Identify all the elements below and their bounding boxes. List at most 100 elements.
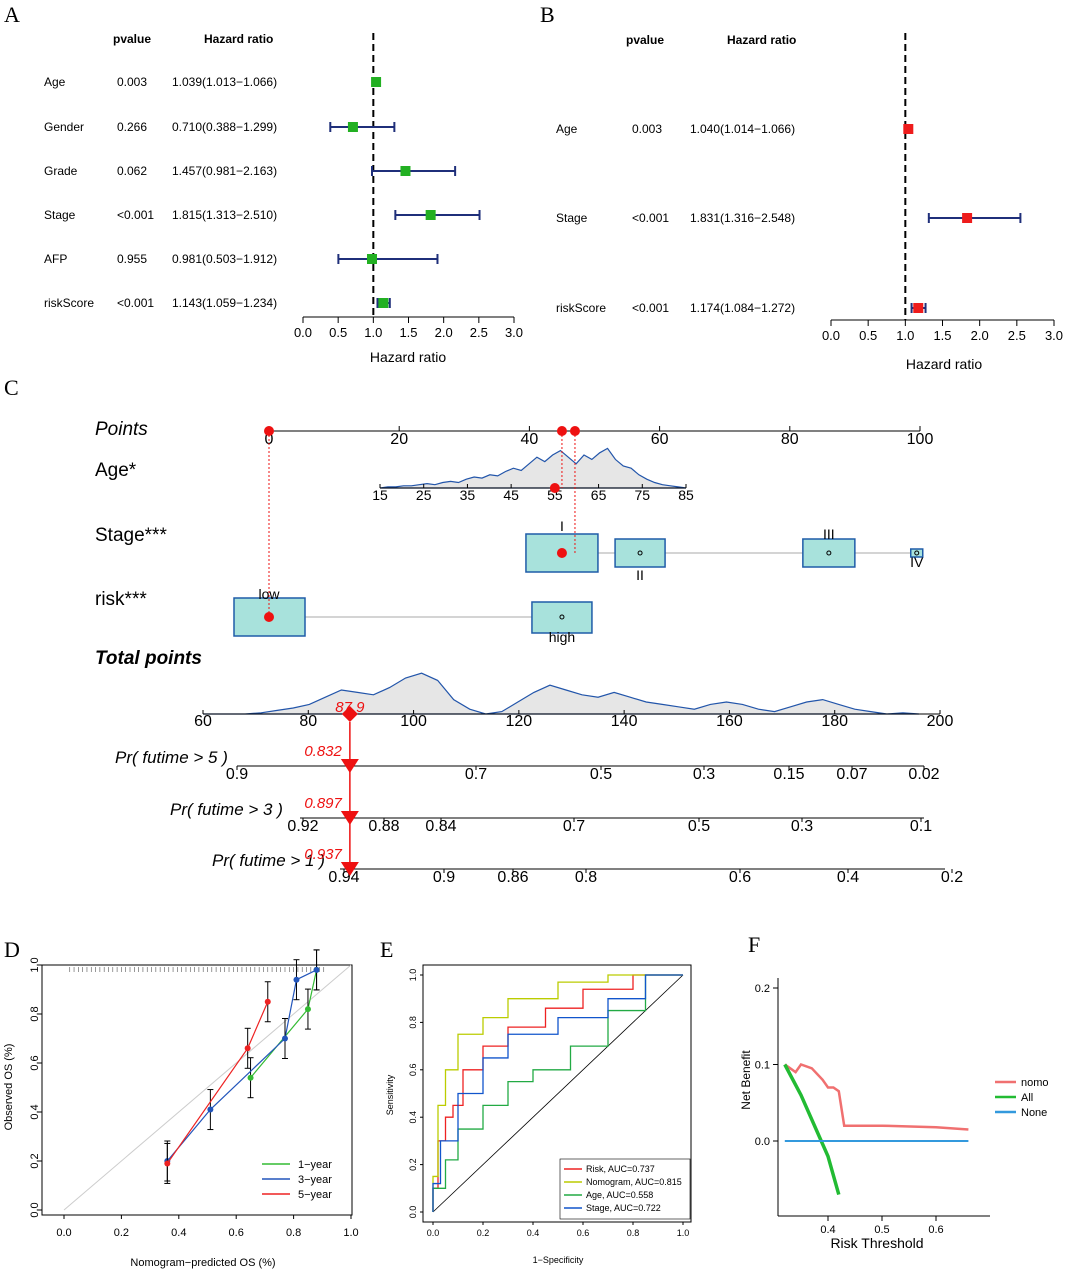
points-tick-label: 80 <box>781 431 799 448</box>
panel-e-letter: E <box>380 937 393 962</box>
calibration-point <box>313 966 320 973</box>
hr-point <box>347 122 358 132</box>
total-marker <box>341 706 358 722</box>
x-tick-label: 0.5 <box>329 325 347 340</box>
row-pvalue: <0.001 <box>632 301 669 315</box>
row-name: Gender <box>44 120 84 134</box>
row-name: riskScore <box>44 296 94 310</box>
total-tick-label: 120 <box>506 713 533 730</box>
panel-d-xlabel: Nomogram−predicted OS (%) <box>130 1257 275 1269</box>
y-tick-label: 0.8 <box>408 1016 418 1029</box>
y-tick-label: 0.0 <box>755 1136 770 1148</box>
row-hr-text: 1.040(1.014−1.066) <box>690 122 795 136</box>
survival-tick-label: 0.3 <box>693 766 715 783</box>
risk-level-label: high <box>549 629 575 645</box>
x-tick-label: 2.5 <box>470 325 488 340</box>
hr-point <box>425 210 436 220</box>
risk-box-high <box>531 601 593 634</box>
roc-curve <box>432 974 683 1212</box>
points-label: Points <box>95 419 148 440</box>
panel-c-nomogram: C Points Age* Stage*** risk*** Total poi… <box>4 375 963 886</box>
survival-marker <box>340 759 359 773</box>
total-density <box>203 672 919 715</box>
panel-f-ylabel: Net Benefit <box>739 1050 753 1110</box>
total-tick-label: 200 <box>927 713 954 730</box>
survival-tick-label: 0.86 <box>497 869 528 886</box>
x-tick-label: 1.0 <box>364 325 382 340</box>
row-pvalue: 0.003 <box>117 75 147 89</box>
legend-label: 3−year <box>298 1174 332 1186</box>
legend-label: None <box>1021 1107 1047 1119</box>
x-tick-label: 0.5 <box>859 328 877 343</box>
calibration-point <box>293 976 300 983</box>
hr-point <box>366 254 377 264</box>
y-tick-label: 0.0 <box>408 1206 418 1219</box>
x-tick-label: 0.5 <box>874 1224 889 1236</box>
survival-tick-label: 0.1 <box>910 818 932 835</box>
hr-point <box>378 298 389 308</box>
hr-point <box>400 166 411 176</box>
x-tick-label: 0.4 <box>527 1228 540 1238</box>
stage-center-dot <box>914 550 920 556</box>
survival-tick-label: 0.5 <box>590 766 612 783</box>
panel-b-axis-label: Hazard ratio <box>906 356 982 372</box>
survival-tick-label: 0.02 <box>908 766 939 783</box>
row-pvalue: <0.001 <box>117 296 154 310</box>
x-tick-label: 0.2 <box>477 1228 490 1238</box>
age-tick-label: 85 <box>678 487 694 503</box>
survival-row-label: Pr( futime > 1 ) <box>212 851 325 870</box>
row-hr-text: 1.039(1.013−1.066) <box>172 75 277 89</box>
survival-tick-label: 0.92 <box>287 818 318 835</box>
decision-curve <box>784 1063 969 1131</box>
y-tick-label: 0.8 <box>29 1006 41 1021</box>
y-tick-label: 0.4 <box>29 1104 41 1119</box>
y-tick-label: 0.6 <box>408 1064 418 1077</box>
survival-tick-label: 0.7 <box>563 818 585 835</box>
x-tick-label: 2.0 <box>971 328 989 343</box>
stage-selected-marker <box>556 548 567 558</box>
row-pvalue: <0.001 <box>632 211 669 225</box>
calibration-point <box>304 1006 311 1013</box>
survival-tick-label: 0.94 <box>328 869 359 886</box>
y-tick-label: 1.0 <box>29 957 41 972</box>
x-tick-label: 0.0 <box>294 325 312 340</box>
y-tick-label: 0.2 <box>408 1158 418 1171</box>
age-selected-marker <box>549 483 560 493</box>
panel-d-calibration: D Nomogram−predicted OS (%) Observed OS … <box>3 937 359 1269</box>
total-value-label: 87.9 <box>335 699 365 716</box>
survival-tick-label: 0.2 <box>941 869 963 886</box>
y-tick-label: 0.2 <box>755 983 770 995</box>
survival-marker <box>340 862 359 876</box>
row-hr-text: 1.815(1.313−2.510) <box>172 208 277 222</box>
risk-level-label: low <box>258 586 280 602</box>
panel-f-xlabel: Risk Threshold <box>830 1235 923 1251</box>
row-pvalue: 0.003 <box>632 122 662 136</box>
hr-point <box>913 303 924 313</box>
survival-value-label: 0.832 <box>304 743 342 760</box>
age-tick-label: 45 <box>503 487 519 503</box>
row-hr-text: 1.143(1.059−1.234) <box>172 296 277 310</box>
age-tick-label: 65 <box>591 487 607 503</box>
row-pvalue: 0.062 <box>117 164 147 178</box>
stage-box <box>614 538 666 568</box>
row-name: Stage <box>556 211 588 225</box>
row-name: AFP <box>44 252 67 266</box>
panel-e-frame <box>422 964 692 1223</box>
x-tick-label: 0.6 <box>229 1227 244 1239</box>
x-tick-label: 1.5 <box>933 328 951 343</box>
row-hr-text: 1.174(1.084−1.272) <box>690 301 795 315</box>
row-name: Age <box>556 122 578 136</box>
row-pvalue: 0.266 <box>117 120 147 134</box>
x-tick-label: 3.0 <box>505 325 523 340</box>
panel-b: B pvalue Hazard ratio Age 0.003 1.040(1.01… <box>540 2 1063 372</box>
roc-curve <box>432 974 683 1212</box>
stage-label: Stage*** <box>95 525 167 546</box>
stage-level-label: I <box>560 518 564 534</box>
x-tick-label: 1.0 <box>343 1227 358 1239</box>
legend-label: Age, AUC=0.558 <box>586 1190 653 1200</box>
row-pvalue: 0.955 <box>117 252 147 266</box>
panel-b-pvalue-header: pvalue <box>626 33 664 47</box>
total-tick-label: 160 <box>716 713 743 730</box>
points-tick-label: 60 <box>651 431 669 448</box>
